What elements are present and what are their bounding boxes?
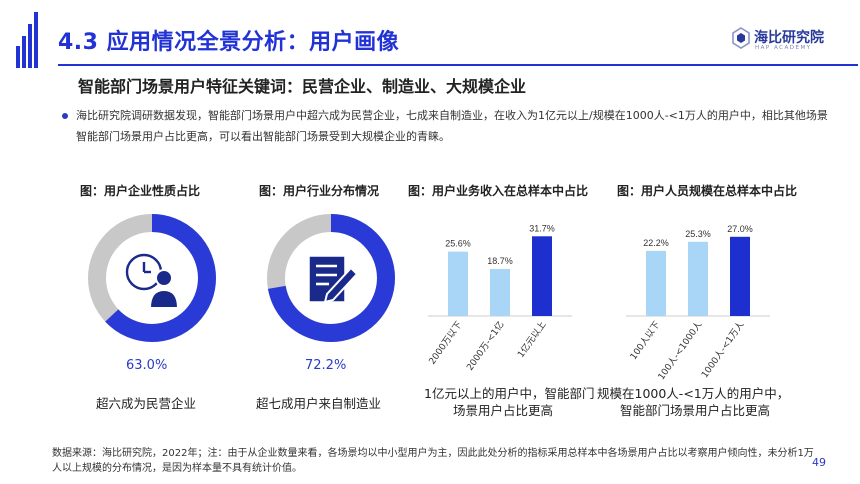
figure-4-caption-line2: 智能部门场景用户占比更高	[620, 403, 771, 418]
page-title: 4.3 应用情况全景分析：用户画像	[58, 30, 400, 55]
body-paragraph: 海比研究院调研数据发现，智能部门场景用户中超六成为民营企业，七成来自制造业，在收…	[76, 109, 828, 143]
donut-chart-2	[267, 214, 395, 342]
bar-4-0-value-label: 22.2%	[643, 238, 669, 248]
figure-2-title: 图：用户行业分布情况	[259, 184, 380, 198]
bar-3-2	[532, 236, 552, 316]
bar-3-1	[490, 268, 510, 316]
bar-4-1-value-label: 25.3%	[685, 229, 711, 239]
figure-4-caption-line1: 规模在1000人-<1万人的用户中，	[597, 386, 790, 401]
bar-3-0	[448, 251, 468, 316]
bar-4-1	[688, 241, 708, 316]
figure-4-title: 图：用户人员规模在总样本中占比	[617, 184, 798, 198]
bar-4-0-category-label: 100人以下	[628, 319, 662, 362]
donut-1-value-arc	[88, 214, 216, 342]
figure-1-title: 图：用户企业性质占比	[80, 184, 201, 198]
bar-chart-revenue: 25.6% 2000万以下 18.7% 2000万-<1亿 31.7% 1亿元以上	[428, 223, 572, 373]
logo-subtext: HAP ACADEMY	[755, 45, 812, 51]
bar-3-1-value-label: 18.7%	[487, 256, 513, 266]
logo-icon	[732, 27, 750, 49]
bar-4-1-category-label: 100人-<1000人	[656, 319, 705, 380]
section-subtitle: 智能部门场景用户特征关键词：民营企业、制造业、大规模企业	[78, 77, 527, 96]
bar-4-2	[730, 236, 750, 316]
bar-3-2-category-label: 1亿元以上	[515, 319, 549, 360]
bar-4-0	[646, 250, 666, 316]
title-divider	[58, 64, 858, 66]
bar-3-0-value-label: 25.6%	[445, 239, 471, 249]
bar-chart-staff-size: 22.2% 100人以下 25.3% 100人-<1000人 27.0% 1000人-<1…	[626, 224, 770, 380]
figure-3-caption-line2: 场景用户占比更高	[453, 403, 554, 418]
donut-2-value-arc	[267, 214, 395, 342]
bar-4-2-category-label: 1000人-<1万人	[699, 319, 746, 380]
header-decoration	[16, 12, 38, 68]
bar-3-2-value-label: 31.7%	[529, 223, 555, 233]
figure-1-caption: 超六成为民营企业	[96, 396, 197, 411]
donut-2-value-label: 72.2%	[305, 358, 347, 373]
bar-4-2-value-label: 27.0%	[727, 224, 753, 234]
donut-1-value-label: 63.0%	[126, 358, 168, 373]
page-number: 49	[812, 456, 826, 469]
figure-3-title: 图：用户业务收入在总样本中占比	[408, 184, 589, 198]
figure-3-caption-line1: 1亿元以上的用户中，智能部门	[424, 386, 595, 401]
figure-2-caption: 超七成用户来自制造业	[256, 396, 382, 411]
person-clock-icon	[125, 253, 180, 309]
logo-text: 海比研究院	[754, 30, 824, 46]
bar-3-0-category-label: 2000万以下	[428, 320, 465, 367]
document-pen-icon	[308, 255, 359, 304]
footnote: 数据来源：海比研究院，2022年；注：由于从企业数量来看，各场景均以中小型用户为…	[52, 448, 814, 474]
bullet-icon	[62, 113, 68, 119]
donut-chart-1	[88, 214, 216, 342]
bar-3-1-category-label: 2000万-<1亿	[464, 319, 507, 373]
